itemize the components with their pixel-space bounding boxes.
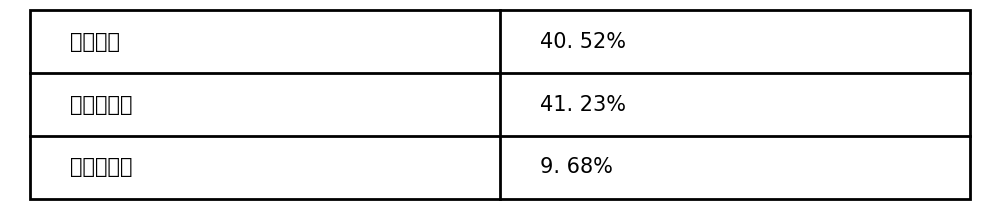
Text: 实施例十一: 实施例十一 bbox=[70, 94, 132, 115]
Text: 实施例十二: 实施例十二 bbox=[70, 157, 132, 177]
Text: 40. 52%: 40. 52% bbox=[540, 32, 626, 52]
Text: 实施例十: 实施例十 bbox=[70, 32, 120, 52]
Bar bbox=[30, 10, 970, 199]
Text: 41. 23%: 41. 23% bbox=[540, 94, 626, 115]
Text: 9. 68%: 9. 68% bbox=[540, 157, 613, 177]
